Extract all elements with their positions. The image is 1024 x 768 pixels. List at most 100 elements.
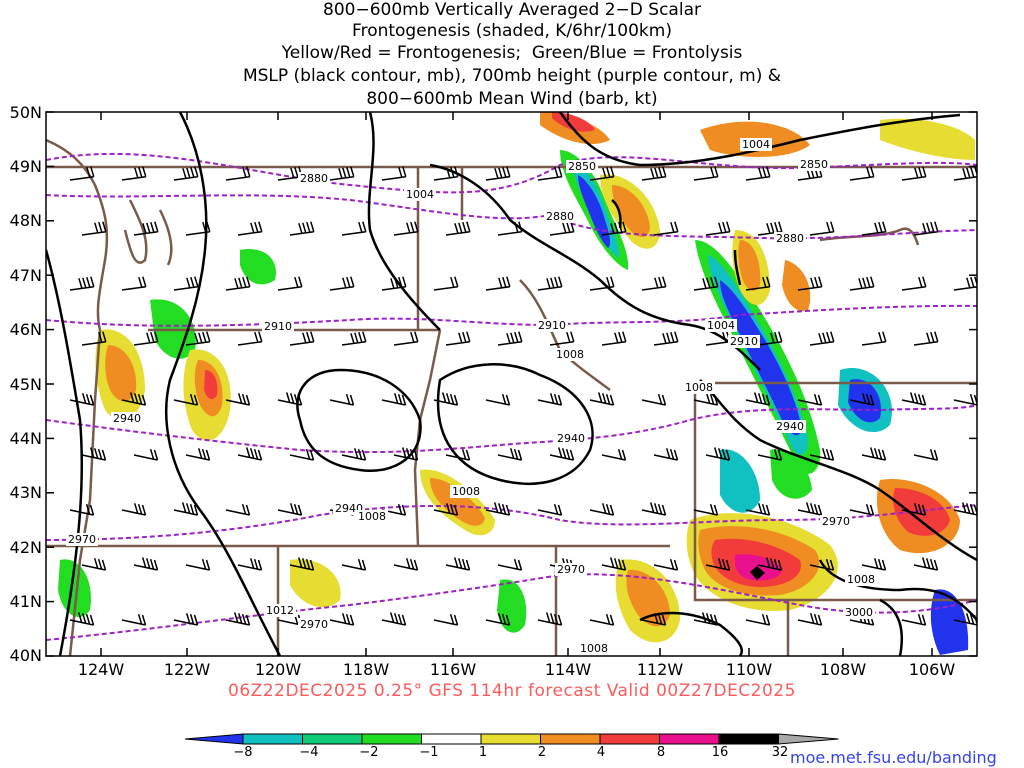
wind-barb	[901, 392, 927, 406]
axis-ticks	[46, 111, 977, 657]
colorbar-segment	[184, 733, 244, 745]
forecast-run-info: 06Z22DEC2025 0.25° GFS 114hr forecast Va…	[228, 681, 796, 701]
title-line-1: 800−600mb Vertically Averaged 2−D Scalar	[323, 0, 701, 20]
colorbar-label: −4	[299, 745, 319, 760]
wind-barb	[237, 558, 263, 571]
height-contour-label: 2970	[822, 515, 850, 528]
wind-barbs	[69, 166, 977, 626]
wind-barb	[745, 276, 771, 291]
wind-barb	[133, 221, 159, 236]
wind-barb	[237, 331, 263, 346]
pressure-contour-label: 1012	[266, 604, 294, 617]
colorbar-label: 8	[656, 745, 666, 760]
lat-label-44n: 44N	[9, 429, 42, 448]
height-contour-label: 2940	[113, 412, 141, 425]
wind-barb	[601, 557, 627, 571]
wind-barb	[225, 166, 251, 181]
contour-label-bg	[536, 319, 568, 332]
wind-barb	[173, 276, 199, 291]
wind-barb	[797, 276, 823, 291]
wind-barb	[69, 503, 95, 516]
wind-barb	[433, 503, 459, 516]
frontolysis-wyoming-green	[770, 449, 812, 499]
wind-barb	[497, 448, 523, 461]
frontogenesis-wyoming-max	[750, 566, 765, 580]
lat-label-40n: 40N	[9, 646, 42, 665]
frontolysis-idaho-green	[240, 249, 276, 285]
wind-barb	[485, 393, 511, 406]
contour-label-bg	[774, 232, 806, 245]
wind-barb	[341, 331, 367, 346]
wind-barb	[757, 221, 783, 236]
frontogenesis-oregon-west-orange	[105, 345, 137, 402]
contour-label-bg	[566, 160, 598, 173]
colorbar-segment	[361, 733, 422, 745]
title-line-4: MSLP (black contour, mb), 700mb height (…	[242, 66, 782, 86]
contour-label-bg	[774, 420, 806, 433]
wind-barb	[277, 392, 303, 406]
contour-label-bg	[554, 348, 586, 361]
height-contour-label: 2880	[546, 210, 574, 223]
colorbar-segment	[540, 733, 601, 745]
wind-barb	[861, 331, 887, 346]
wind-barb	[133, 557, 159, 571]
contour-label-bg	[544, 210, 576, 223]
frontogenesis-montana-orange	[738, 240, 761, 291]
wind-barb	[809, 558, 835, 571]
wind-barb	[549, 331, 575, 346]
wind-barb	[133, 331, 159, 346]
wind-barb	[433, 166, 459, 181]
map-content: 2880 2850 2880 2850 2880 2910 2910 2910 2940 2940…	[46, 112, 977, 656]
lon-label-110w: 110W	[725, 660, 773, 679]
wind-barb	[537, 503, 563, 516]
wind-barb	[485, 276, 511, 291]
website-link[interactable]: moe.met.fsu.edu/banding	[790, 748, 997, 767]
lat-label-46n: 46N	[9, 320, 42, 339]
colorbar-label: 4	[596, 745, 606, 760]
wind-barb	[757, 448, 783, 461]
pressure-contour-label: 1008	[847, 573, 875, 586]
wind-barb	[393, 558, 419, 571]
wind-barb	[797, 502, 823, 516]
wind-barb	[497, 331, 523, 346]
wind-barb	[797, 613, 823, 626]
wind-barb	[173, 393, 199, 406]
wind-barb	[849, 166, 875, 181]
wind-barb	[393, 331, 419, 346]
colorbar-segment	[242, 733, 303, 745]
wind-barb	[745, 503, 771, 516]
wind-barb	[705, 558, 731, 571]
wind-barb	[653, 331, 679, 346]
wind-barb	[693, 276, 719, 291]
wind-barb	[277, 276, 303, 291]
contour-label-bg	[845, 573, 877, 586]
wind-barb	[225, 503, 251, 516]
frontolysis-band-central-core	[720, 280, 802, 436]
wind-barb	[589, 613, 615, 626]
wind-barb	[913, 331, 939, 346]
lon-label-118w: 118W	[342, 660, 390, 679]
wind-barb	[433, 392, 459, 406]
height-contour-label: 2850	[568, 160, 596, 173]
wind-barb	[953, 502, 977, 516]
wind-barb	[289, 557, 315, 571]
colorbar-segment	[421, 733, 482, 745]
colorbar-label: 1	[478, 745, 488, 760]
frontolysis-ne-green	[880, 118, 975, 160]
wind-barb	[433, 613, 459, 626]
wind-barb	[121, 392, 147, 406]
contour-label-bg	[262, 320, 294, 333]
wind-barb	[809, 221, 835, 236]
wind-barb	[485, 502, 511, 516]
wind-barb	[757, 557, 783, 571]
wind-barb	[745, 613, 771, 626]
lon-label-106w: 106W	[908, 660, 956, 679]
wind-barb	[237, 221, 263, 236]
lon-label-112w: 112W	[636, 660, 684, 679]
contour-label-bg	[111, 412, 143, 425]
height-contour-label: 2880	[300, 172, 328, 185]
wind-barb	[485, 613, 511, 626]
colorbar-segment	[599, 733, 660, 745]
contour-label-bg	[66, 533, 98, 546]
colorbar-label: 16	[711, 745, 729, 760]
